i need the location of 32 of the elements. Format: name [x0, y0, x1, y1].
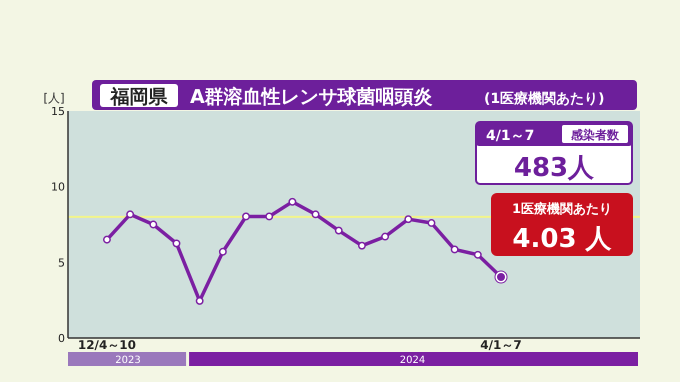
- text: 2023: [115, 355, 141, 366]
- point: [102, 236, 111, 244]
- chart-title: A群溶血性レンサ球菌咽頭炎: [190, 86, 433, 108]
- point: [358, 242, 366, 250]
- point: [428, 219, 436, 227]
- point: [242, 212, 250, 220]
- point: [288, 198, 296, 206]
- x-tick-label: 12/4～10: [78, 338, 136, 352]
- text: 2024: [400, 355, 426, 366]
- point: [381, 232, 390, 241]
- point: [404, 215, 412, 224]
- y-tick-label: 15: [51, 105, 65, 118]
- text: 483人: [514, 153, 596, 183]
- y-tick-label: 5: [58, 256, 65, 270]
- text: (1医療機関あたり): [484, 90, 605, 107]
- y-tick-label: 0: [58, 332, 65, 345]
- point: [474, 250, 482, 259]
- y-axis-title: [人]: [43, 91, 65, 105]
- annotation: 4.03 人: [512, 224, 613, 254]
- point: [126, 210, 134, 218]
- point: [334, 226, 343, 235]
- annotation: 4/1～7: [486, 128, 534, 144]
- point: [265, 212, 274, 220]
- annotation: 1医療機関あたり: [512, 201, 612, 217]
- point: [312, 210, 320, 218]
- point: [149, 220, 158, 228]
- point: [450, 246, 459, 254]
- point: [172, 239, 180, 248]
- text: 福岡県: [110, 86, 168, 108]
- point: [218, 248, 227, 256]
- y-tick-label: 10: [51, 180, 65, 194]
- text: 感染者数: [570, 128, 620, 142]
